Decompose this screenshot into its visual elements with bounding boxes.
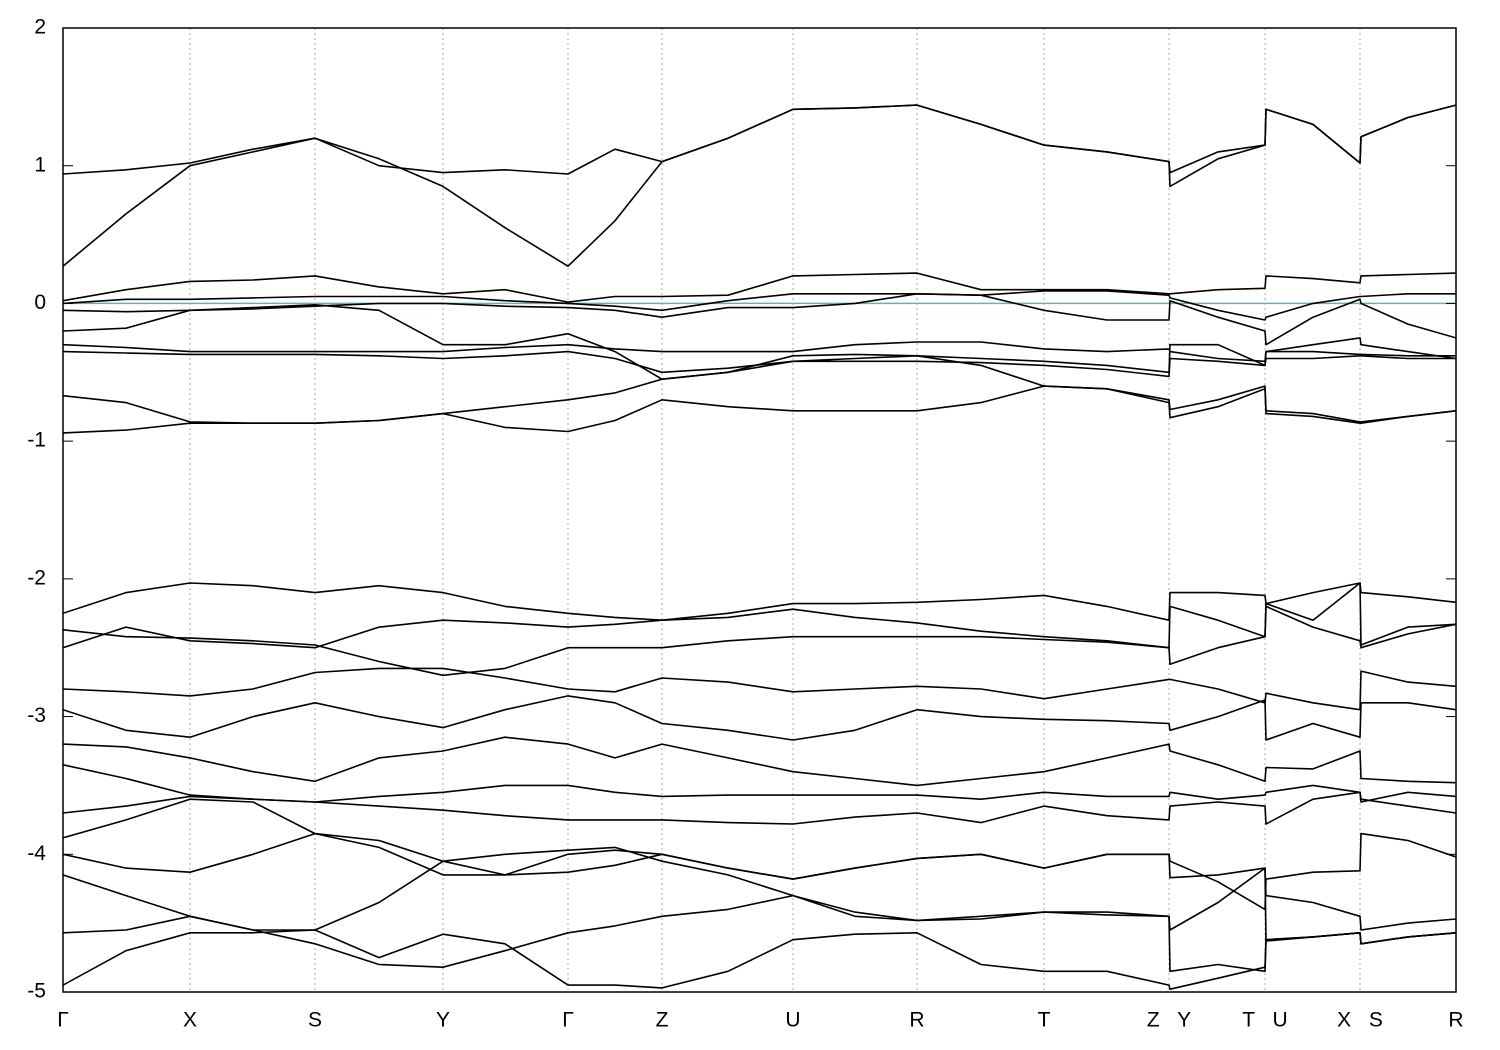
x-tick-label: Γ [57,1009,69,1032]
band-line [63,272,1456,303]
band-line [63,104,1456,267]
y-tick-label: -2 [27,566,46,589]
y-tick-label: 2 [34,16,46,39]
band-line [63,337,1456,363]
band-line [63,350,1456,378]
x-tick-label: Z [656,1009,669,1032]
band-line [63,304,1456,380]
band-line [63,695,1456,741]
x-tick-label: Γ [562,1009,574,1032]
x-tick-label: T U [1242,1009,1287,1032]
x-tick-label: X S [1337,1009,1383,1032]
band-line [63,385,1456,434]
x-tick-label: U [785,1009,800,1032]
y-tick-label: 1 [34,153,46,176]
y-tick-label: -5 [27,980,46,1003]
x-tick-label: Z Y [1147,1009,1191,1032]
plot-area [63,104,1456,990]
band-line [63,929,1456,990]
band-line [63,605,1456,677]
band-line [63,736,1456,787]
band-line [63,582,1456,649]
x-tick-label: R [1448,1009,1463,1032]
x-tick-label: S [308,1009,322,1032]
plot-frame [62,27,1457,993]
y-tick-label: -3 [27,704,46,727]
band-line [63,791,1456,825]
band-line [63,290,1456,321]
x-tick-label: X [183,1009,197,1032]
y-tick-label: -4 [27,842,46,865]
y-tick-label: 0 [34,291,46,314]
x-tick-label: R [909,1009,924,1032]
band-line [63,582,1456,621]
x-tick-label: T [1038,1009,1051,1032]
band-line [63,667,1456,711]
y-tick-label: -1 [27,429,46,452]
band-line [63,293,1456,346]
band-line [63,832,1456,931]
band-line [63,764,1456,803]
x-tick-label: Y [436,1009,450,1032]
axes: -5 -4 -3 -2 -1 0 1 2 Γ X S Y Γ Z U R T Z Y T U X S R [27,16,1463,1032]
